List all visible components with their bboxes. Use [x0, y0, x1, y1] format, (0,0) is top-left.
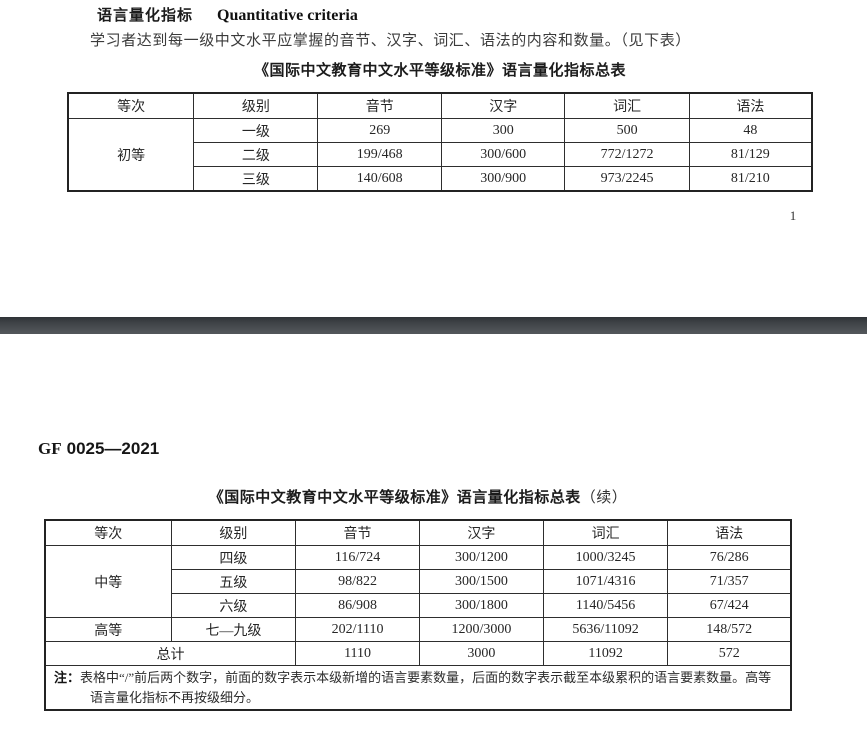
- level-cell: 七—九级: [170, 617, 297, 642]
- body-paragraph: 学习者达到每一级中文水平应掌握的音节、汉字、词汇、语法的内容和数量。（见下表）: [90, 33, 691, 49]
- section-heading-en: Quantitative criteria: [217, 7, 358, 24]
- section-heading-zh: 语言量化指标: [97, 7, 194, 24]
- value-cell: 5636/11092: [542, 617, 669, 642]
- quantitative-table-elementary: 等次 级别 音节 汉字 词汇 语法 初等 一级 269 300 500 48 二…: [67, 92, 813, 192]
- value-cell: 500: [564, 118, 690, 143]
- table-header-row: 等次 级别 音节 汉字 词汇 语法: [67, 92, 813, 119]
- level-cell: 三级: [193, 166, 319, 192]
- value-cell: 81/129: [688, 142, 813, 167]
- table-row: 中等 四级 116/724 300/1200 1000/3245 76/286: [44, 545, 792, 618]
- table-row: 高等 七—九级 202/1110 1200/3000 5636/11092 14…: [44, 617, 792, 642]
- value-cell: 81/210: [688, 166, 813, 192]
- value-cell: 1110: [295, 641, 420, 666]
- header-cell-syllables: 音节: [317, 92, 442, 119]
- page-number: 1: [789, 208, 797, 223]
- header-cell-vocabulary: 词汇: [542, 519, 669, 546]
- value-cell: 76/286: [667, 545, 792, 570]
- pdf-page-1: 语言量化指标 Quantitative criteria 学习者达到每一级中文水…: [0, 0, 867, 317]
- value-cell: 98/822: [295, 569, 420, 594]
- standard-code-prefix: GF: [38, 439, 62, 458]
- page-divider-bar: [0, 317, 867, 334]
- value-cell: 67/424: [667, 593, 792, 618]
- value-cell: 300/1200: [418, 545, 544, 570]
- value-cell: 973/2245: [564, 166, 690, 192]
- level-cell: 四级: [170, 545, 297, 570]
- table-header-row: 等次 级别 音节 汉字 词汇 语法: [44, 519, 792, 546]
- standard-code: GF 0025—2021: [38, 439, 159, 459]
- header-cell-tier: 等次: [44, 519, 172, 546]
- value-cell: 300: [440, 118, 566, 143]
- note-cell: 注：表格中“/”前后两个数字，前面的数字表示本级新增的语言要素数量，后面的数字表…: [44, 665, 792, 711]
- header-cell-level: 级别: [193, 92, 319, 119]
- value-cell: 300/1500: [418, 569, 544, 594]
- value-cell: 572: [667, 641, 792, 666]
- header-cell-characters: 汉字: [418, 519, 544, 546]
- value-cell: 48: [688, 118, 813, 143]
- level-cell: 五级: [170, 569, 297, 594]
- level-cell: 一级: [193, 118, 319, 143]
- value-cell: 116/724: [295, 545, 420, 570]
- value-cell: 86/908: [295, 593, 420, 618]
- value-cell: 1200/3000: [418, 617, 544, 642]
- table-1-title: 《国际中文教育中文水平等级标准》语言量化指标总表: [253, 62, 626, 79]
- table-row: 五级 98/822 300/1500 1071/4316 71/357: [45, 569, 792, 594]
- level-cell: 二级: [193, 142, 319, 167]
- tier-cell: 高等: [44, 617, 172, 642]
- pdf-page-2: GF 0025—2021 《国际中文教育中文水平等级标准》语言量化指标总表（续） …: [0, 334, 867, 732]
- value-cell: 772/1272: [564, 142, 690, 167]
- value-cell: 300/1800: [418, 593, 544, 618]
- tier-cell: 初等: [67, 118, 195, 192]
- header-cell-grammar: 语法: [667, 519, 792, 546]
- header-cell-syllables: 音节: [295, 519, 420, 546]
- table-row: 三级 140/608 300/900 973/2245 81/210: [68, 166, 813, 192]
- table-note-row: 注：表格中“/”前后两个数字，前面的数字表示本级新增的语言要素数量，后面的数字表…: [44, 665, 792, 711]
- table-row: 二级 199/468 300/600 772/1272 81/129: [68, 142, 813, 167]
- value-cell: 300/900: [440, 166, 566, 192]
- table-2-title: 《国际中文教育中文水平等级标准》语言量化指标总表（续）: [44, 486, 792, 507]
- value-cell: 11092: [542, 641, 669, 666]
- table-total-row: 总计 1110 3000 11092 572: [44, 641, 792, 666]
- value-cell: 148/572: [667, 617, 792, 642]
- standard-code-number: 0025—2021: [66, 439, 160, 458]
- table-2-title-main: 《国际中文教育中文水平等级标准》语言量化指标总表: [208, 489, 581, 506]
- value-cell: 269: [317, 118, 442, 143]
- header-cell-vocabulary: 词汇: [564, 92, 690, 119]
- value-cell: 1071/4316: [542, 569, 669, 594]
- tier-cell: 中等: [44, 545, 172, 618]
- value-cell: 202/1110: [295, 617, 420, 642]
- section-heading: 语言量化指标 Quantitative criteria: [97, 4, 358, 25]
- table-2-title-suffix: （续）: [580, 490, 628, 506]
- header-cell-tier: 等次: [67, 92, 195, 119]
- value-cell: 140/608: [317, 166, 442, 192]
- level-cell: 六级: [170, 593, 297, 618]
- note-text: 表格中“/”前后两个数字，前面的数字表示本级新增的语言要素数量，后面的数字表示截…: [80, 670, 772, 705]
- value-cell: 199/468: [317, 142, 442, 167]
- header-cell-grammar: 语法: [688, 92, 813, 119]
- value-cell: 300/600: [440, 142, 566, 167]
- total-label-cell: 总计: [44, 641, 297, 666]
- value-cell: 1000/3245: [542, 545, 669, 570]
- value-cell: 1140/5456: [542, 593, 669, 618]
- table-row: 初等 一级 269 300 500 48: [67, 118, 813, 192]
- header-cell-characters: 汉字: [440, 92, 566, 119]
- note-label: 注：: [54, 670, 81, 685]
- table-row: 六级 86/908 300/1800 1140/5456 67/424: [45, 593, 792, 618]
- value-cell: 71/357: [667, 569, 792, 594]
- value-cell: 3000: [418, 641, 544, 666]
- header-cell-level: 级别: [170, 519, 297, 546]
- quantitative-table-continued: 等次 级别 音节 汉字 词汇 语法 中等 四级 116/724 300/1200…: [44, 519, 792, 711]
